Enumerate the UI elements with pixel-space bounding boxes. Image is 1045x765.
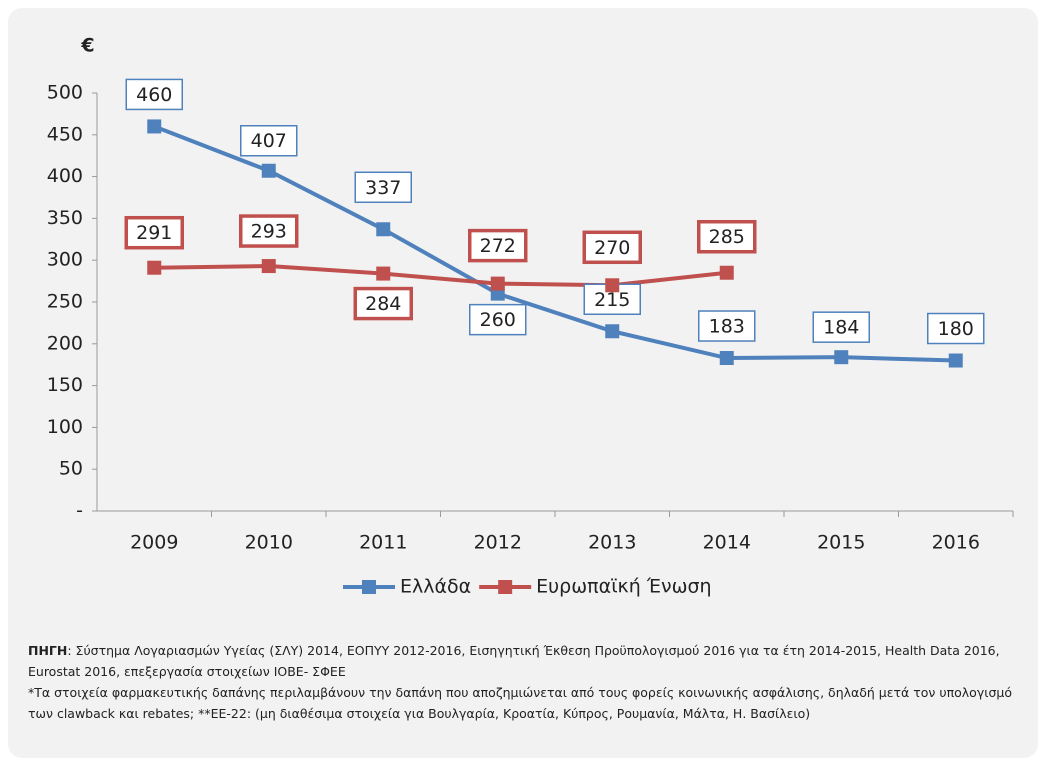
y-tick-label: 200	[47, 332, 83, 354]
marker	[261, 259, 276, 274]
footnote: ΠΗΓΗ: Σύστημα Λογαριασμών Υγείας (ΣΛΥ) 2…	[28, 640, 1028, 724]
data-label-box	[124, 215, 184, 250]
legend-label: Ευρωπαϊκή Ένωση	[536, 576, 711, 598]
data-label-box	[927, 312, 985, 345]
y-tick-label: 500	[47, 82, 83, 104]
source: ΠΗΓΗ: Σύστημα Λογαριασμών Υγείας (ΣΛΥ) 2…	[28, 640, 1028, 682]
note: *Τα στοιχεία φαρμακευτικής δαπάνης περιλ…	[28, 685, 1012, 721]
marker	[948, 353, 963, 368]
data-label: 184	[823, 317, 859, 339]
y-tick-label: 100	[47, 416, 83, 438]
y-tick-label: 400	[47, 165, 83, 187]
chart: € - 50 100 150 200 250 300 350 400 450 500 2009 2010…	[47, 35, 1014, 598]
y-tick-label: 350	[47, 207, 83, 229]
data-label: 293	[251, 221, 287, 243]
data-label-box	[468, 228, 528, 263]
data-label: 270	[594, 237, 630, 259]
marker	[147, 119, 162, 134]
x-tick-label: 2016	[932, 532, 980, 554]
marker	[490, 276, 505, 291]
source-label: ΠΗΓΗ	[28, 643, 68, 658]
data-label: 460	[136, 84, 172, 106]
data-label: 183	[709, 316, 745, 338]
x-tick-label: 2011	[359, 532, 407, 554]
legend-label: Ελλάδα	[400, 576, 471, 598]
data-label: 337	[365, 177, 401, 199]
y-tick-label: 150	[47, 374, 83, 396]
data-label: 180	[938, 318, 974, 340]
data-label-box	[354, 171, 412, 204]
data-label-box	[812, 311, 870, 343]
data-label-box	[698, 310, 756, 342]
data-label-box	[239, 214, 299, 248]
source-text: : Σύστημα Λογαριασμών Υγείας (ΣΛΥ) 2014,…	[28, 643, 1000, 679]
data-label: 215	[594, 289, 630, 311]
y-axis-label: €	[80, 35, 94, 57]
data-label: 291	[136, 222, 172, 244]
data-label-box	[353, 286, 413, 321]
marker	[719, 351, 734, 366]
x-tick-label: 2010	[245, 532, 293, 554]
data-label-box	[469, 303, 527, 336]
x-tick-label: 2012	[474, 532, 522, 554]
y-tick-label: 50	[59, 458, 83, 480]
data-label: 285	[709, 226, 745, 248]
y-tick-label: 450	[47, 123, 83, 145]
data-label: 260	[480, 309, 516, 331]
y-tick-label: 300	[47, 249, 83, 271]
marker	[376, 222, 391, 237]
series-line	[154, 264, 727, 288]
data-label: 272	[480, 235, 516, 257]
marker	[834, 350, 849, 365]
panel	[8, 8, 1038, 758]
x-tick-label: 2014	[703, 532, 751, 554]
legend-marker	[498, 580, 513, 594]
data-label-box	[582, 230, 642, 265]
marker	[605, 324, 620, 339]
data-label-box	[125, 78, 183, 111]
series-line	[153, 124, 956, 363]
data-label: 284	[365, 293, 401, 315]
y-tick-label: -	[76, 500, 83, 522]
marker	[376, 266, 391, 281]
x-tick-label: 2009	[130, 532, 178, 554]
marker	[719, 265, 734, 280]
data-label-box	[697, 219, 757, 254]
legend-marker	[362, 580, 376, 594]
y-tick-label: 250	[47, 291, 83, 313]
data-label: 407	[251, 130, 287, 152]
x-tick-label: 2015	[817, 532, 865, 554]
marker	[147, 260, 162, 275]
data-label-box	[240, 124, 298, 157]
marker	[261, 163, 276, 178]
x-tick-label: 2013	[588, 532, 636, 554]
marker	[605, 278, 620, 293]
